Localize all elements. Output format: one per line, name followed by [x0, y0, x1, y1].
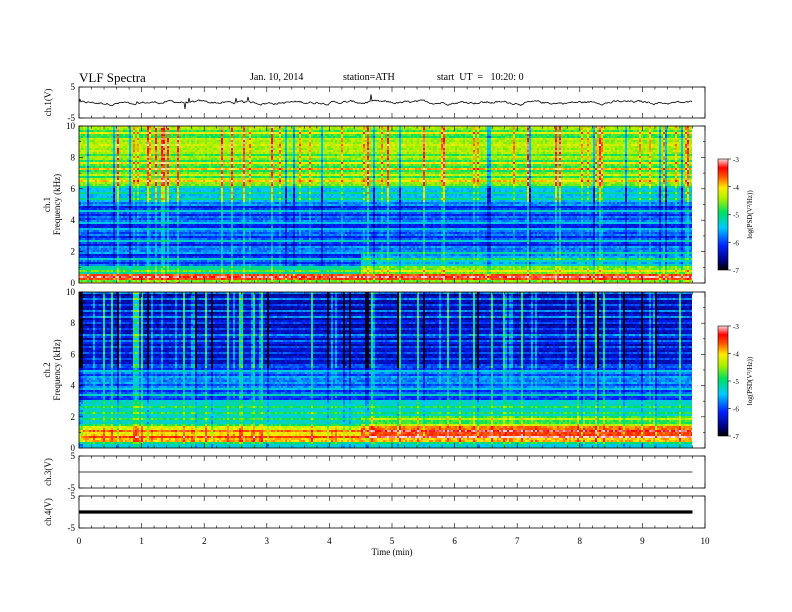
panel-2-ytick-1: 2 [71, 412, 76, 422]
xaxis-label: Time (min) [372, 547, 413, 557]
colorbar-ch2-tick-1: -4 [733, 351, 739, 359]
panel-1-ytick-3: 6 [71, 184, 76, 194]
panel-4-ytick-1: -5 [68, 523, 76, 533]
panel-1-ytick-4: 8 [71, 152, 76, 162]
xaxis-tick-7: 7 [515, 536, 520, 546]
panel-1-ytick-1: 2 [71, 247, 76, 257]
colorbar-ch2 [718, 326, 728, 436]
panel-1-ytick-2: 4 [71, 215, 76, 225]
xaxis-tick-5: 5 [390, 536, 395, 546]
xaxis-tick-1: 1 [139, 536, 144, 546]
colorbar-ch1-tick-4: -7 [733, 267, 739, 275]
colorbar-ch2-tick-4: -7 [733, 433, 739, 441]
xaxis-tick-3: 3 [265, 536, 270, 546]
spectrogram-ch2-image [79, 292, 693, 448]
colorbar-ch1-label: log(PSD(V²/Hz)) [746, 190, 754, 239]
panel-2-channel-label: ch.2 [42, 362, 52, 377]
xaxis-tick-2: 2 [202, 536, 207, 546]
colorbar-ch1 [718, 159, 728, 270]
xaxis-tick-10: 10 [701, 536, 711, 546]
panel-4-ylabel: ch.4(V) [43, 498, 53, 526]
colorbar-ch2-tick-3: -6 [733, 406, 739, 414]
panel-2-ytick-3: 6 [71, 349, 76, 359]
xaxis-tick-9: 9 [640, 536, 645, 546]
panel-0-ylabel: ch.1(V) [43, 89, 53, 117]
xaxis-tick-6: 6 [452, 536, 457, 546]
panel-0-ytick-0: 5 [71, 82, 76, 92]
panel-1-channel-label: ch.1 [42, 197, 52, 212]
xaxis-tick-8: 8 [578, 536, 583, 546]
colorbar-ch1-tick-0: -3 [733, 156, 739, 164]
colorbar-ch2-tick-0: -3 [733, 323, 739, 331]
colorbar-ch1-tick-1: -4 [733, 184, 739, 192]
xaxis-tick-0: 0 [77, 536, 82, 546]
panel-3-ytick-0: 5 [71, 451, 76, 461]
panel-2-ytick-5: 10 [66, 287, 76, 297]
colorbar-ch2-tick-2: -5 [733, 378, 739, 386]
panel-3-ylabel: ch.3(V) [43, 458, 53, 486]
colorbar-ch1-tick-2: -5 [733, 212, 739, 220]
panel-2-ytick-4: 8 [71, 318, 76, 328]
panel-1-ytick-5: 10 [66, 121, 76, 131]
panel-4-ytick-0: 5 [71, 491, 76, 501]
panel-2-ytick-2: 4 [71, 381, 76, 391]
colorbar-ch2-label: log(PSD(V²/Hz)) [746, 356, 754, 405]
colorbar-ch1-tick-3: -6 [733, 239, 739, 247]
xaxis-tick-4: 4 [327, 536, 332, 546]
panel-1-ylabel: Frequency (kHz) [52, 174, 62, 235]
panel-2-ylabel: Frequency (kHz) [52, 339, 62, 400]
spectrogram-ch1-image [79, 126, 693, 284]
waveform-ch1-trace [79, 94, 692, 109]
